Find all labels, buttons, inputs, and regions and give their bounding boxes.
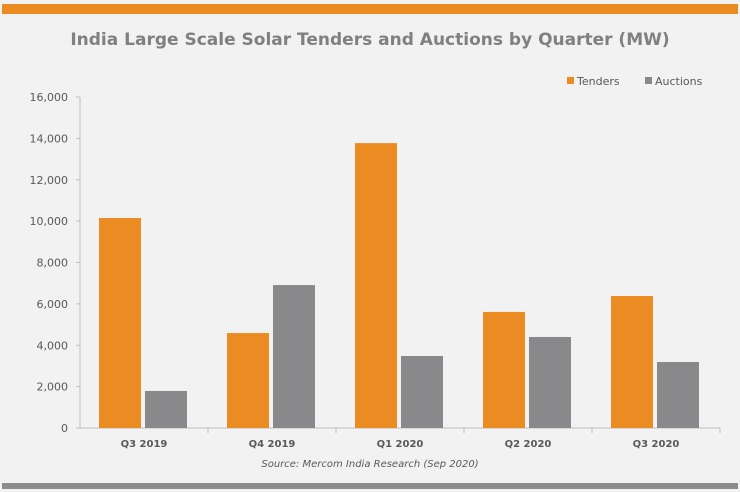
y-tick-label: 14,000 — [30, 132, 69, 145]
x-tick-label: Q3 2019 — [121, 439, 168, 450]
bottom-accent-bar — [2, 483, 738, 489]
chart-source: Source: Mercom India Research (Sep 2020) — [261, 459, 479, 470]
x-tick-label: Q1 2020 — [377, 439, 424, 450]
bar-tenders — [355, 143, 397, 428]
bar-auctions — [529, 336, 571, 428]
x-tick-label: Q3 2020 — [633, 439, 680, 450]
bar-tenders — [227, 333, 269, 428]
bar-tenders — [483, 311, 525, 428]
legend-label-auctions: Auctions — [655, 75, 703, 88]
bar-tenders — [99, 218, 141, 428]
x-tick-label: Q2 2020 — [505, 439, 552, 450]
y-tick-label: 16,000 — [30, 91, 69, 104]
legend-swatch-auctions — [645, 77, 652, 84]
x-tick-label: Q4 2019 — [249, 439, 296, 450]
y-tick-label: 12,000 — [30, 174, 69, 187]
y-tick-label: 8,000 — [37, 257, 69, 270]
y-tick-label: 6,000 — [37, 298, 69, 311]
y-tick-label: 0 — [61, 422, 68, 435]
legend-label-tenders: Tenders — [576, 75, 620, 88]
bar-auctions — [401, 356, 443, 428]
bar-auctions — [657, 362, 699, 428]
y-tick-label: 4,000 — [37, 339, 69, 352]
bar-auctions — [145, 390, 187, 428]
y-tick-label: 10,000 — [30, 215, 69, 228]
bar-tenders — [611, 296, 653, 428]
top-accent-bar — [2, 4, 738, 14]
chart-title: India Large Scale Solar Tenders and Auct… — [70, 30, 670, 50]
bar-auctions — [273, 285, 315, 428]
y-tick-label: 2,000 — [37, 381, 69, 394]
legend-swatch-tenders — [567, 77, 574, 84]
